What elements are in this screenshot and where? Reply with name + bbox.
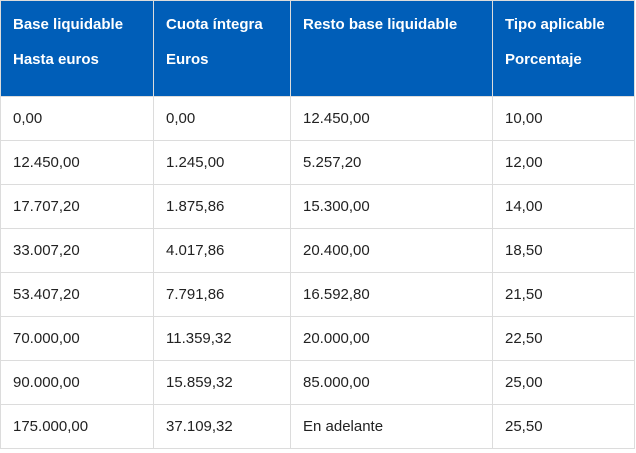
table-row: 175.000,00 37.109,32 En adelante 25,50 — [0, 404, 635, 449]
header-sublabel: Euros — [166, 51, 209, 68]
table-row: 17.707,20 1.875,86 15.300,00 14,00 — [0, 184, 635, 229]
cell-tipo-aplicable: 22,50 — [492, 316, 635, 361]
cell-cuota-integra: 11.359,32 — [153, 316, 291, 361]
cell-resto-base: 15.300,00 — [290, 184, 493, 229]
header-row: Base liquidable Hasta euros Cuota íntegr… — [0, 0, 635, 97]
cell-resto-base: 16.592,80 — [290, 272, 493, 317]
header-cuota-integra: Cuota íntegra Euros — [153, 0, 291, 97]
header-label: Tipo aplicable — [505, 16, 605, 33]
cell-cuota-integra: 1.875,86 — [153, 184, 291, 229]
table-row: 70.000,00 11.359,32 20.000,00 22,50 — [0, 316, 635, 361]
table-row: 12.450,00 1.245,00 5.257,20 12,00 — [0, 140, 635, 185]
table-row: 90.000,00 15.859,32 85.000,00 25,00 — [0, 360, 635, 405]
cell-resto-base: 20.000,00 — [290, 316, 493, 361]
cell-resto-base: En adelante — [290, 404, 493, 449]
header-resto-base-liquidable: Resto base liquidable — [290, 0, 493, 97]
cell-resto-base: 85.000,00 — [290, 360, 493, 405]
cell-tipo-aplicable: 18,50 — [492, 228, 635, 273]
cell-base-liquidable: 0,00 — [0, 96, 154, 141]
cell-cuota-integra: 4.017,86 — [153, 228, 291, 273]
cell-cuota-integra: 1.245,00 — [153, 140, 291, 185]
table-row: 0,00 0,00 12.450,00 10,00 — [0, 96, 635, 141]
cell-tipo-aplicable: 21,50 — [492, 272, 635, 317]
cell-base-liquidable: 70.000,00 — [0, 316, 154, 361]
header-sublabel: Porcentaje — [505, 51, 582, 68]
header-sublabel: Hasta euros — [13, 51, 99, 68]
header-label: Cuota íntegra — [166, 16, 263, 33]
cell-resto-base: 5.257,20 — [290, 140, 493, 185]
header-label: Base liquidable — [13, 16, 124, 33]
cell-tipo-aplicable: 14,00 — [492, 184, 635, 229]
cell-base-liquidable: 53.407,20 — [0, 272, 154, 317]
cell-base-liquidable: 90.000,00 — [0, 360, 154, 405]
cell-tipo-aplicable: 25,50 — [492, 404, 635, 449]
cell-base-liquidable: 33.007,20 — [0, 228, 154, 273]
header-base-liquidable: Base liquidable Hasta euros — [0, 0, 154, 97]
cell-resto-base: 12.450,00 — [290, 96, 493, 141]
table-row: 33.007,20 4.017,86 20.400,00 18,50 — [0, 228, 635, 273]
header-tipo-aplicable: Tipo aplicable Porcentaje — [492, 0, 635, 97]
table-row: 53.407,20 7.791,86 16.592,80 21,50 — [0, 272, 635, 317]
cell-tipo-aplicable: 10,00 — [492, 96, 635, 141]
cell-tipo-aplicable: 12,00 — [492, 140, 635, 185]
cell-base-liquidable: 175.000,00 — [0, 404, 154, 449]
cell-base-liquidable: 17.707,20 — [0, 184, 154, 229]
table-body: 0,00 0,00 12.450,00 10,00 12.450,00 1.24… — [0, 96, 635, 449]
cell-tipo-aplicable: 25,00 — [492, 360, 635, 405]
cell-cuota-integra: 7.791,86 — [153, 272, 291, 317]
cell-cuota-integra: 37.109,32 — [153, 404, 291, 449]
cell-base-liquidable: 12.450,00 — [0, 140, 154, 185]
cell-cuota-integra: 15.859,32 — [153, 360, 291, 405]
header-label: Resto base liquidable — [303, 16, 458, 33]
cell-resto-base: 20.400,00 — [290, 228, 493, 273]
cell-cuota-integra: 0,00 — [153, 96, 291, 141]
table-header: Base liquidable Hasta euros Cuota íntegr… — [0, 0, 635, 97]
